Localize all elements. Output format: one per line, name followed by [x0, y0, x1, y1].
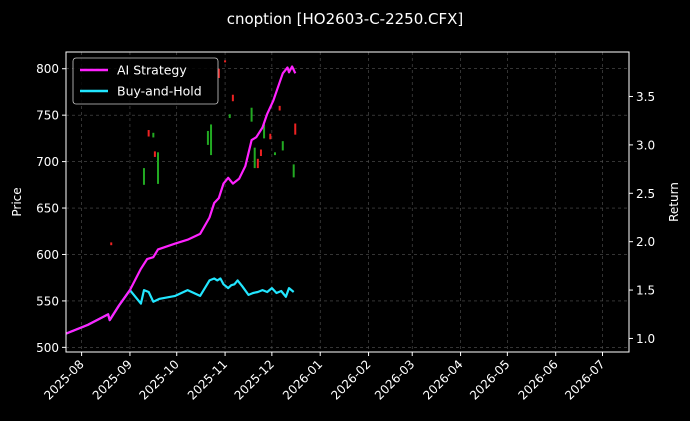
candle	[263, 124, 266, 139]
line-layer	[65, 65, 297, 335]
left-tick-label: 800	[36, 62, 59, 76]
candle	[110, 242, 113, 246]
left-axis-label: Price	[10, 187, 24, 216]
plot-area	[65, 51, 630, 353]
candle	[250, 107, 253, 122]
candle	[152, 132, 155, 138]
plot-frame	[65, 51, 630, 353]
candle	[231, 94, 234, 102]
right-tick-label: 1.0	[636, 332, 655, 346]
candle	[142, 168, 145, 185]
candle	[278, 105, 281, 111]
candle	[206, 130, 209, 145]
right-tick-label: 3.5	[636, 90, 655, 104]
candle	[157, 152, 160, 184]
candle	[259, 149, 262, 157]
right-axis-label: Return	[667, 182, 681, 222]
candle	[210, 124, 213, 156]
legend-label-bh: Buy-and-Hold	[117, 84, 202, 99]
candle	[292, 164, 295, 178]
candle	[147, 130, 150, 137]
right-tick-label: 3.0	[636, 138, 655, 152]
candle	[273, 152, 276, 156]
left-axis: 500 550 600 650 700 750 800	[36, 62, 66, 355]
legend: AI Strategy Buy-and-Hold	[72, 57, 219, 105]
left-tick-label: 750	[36, 109, 59, 123]
legend-label-ai: AI Strategy	[117, 63, 187, 78]
candle	[269, 133, 272, 140]
candle	[281, 141, 284, 151]
right-axis: 1.0 1.5 2.0 2.5 3.0 3.5	[629, 90, 655, 346]
legend-box	[72, 57, 219, 105]
candle	[153, 151, 156, 157]
right-tick-label: 1.5	[636, 284, 655, 298]
candle	[294, 123, 297, 135]
left-tick-label: 500	[36, 341, 59, 355]
right-tick-label: 2.5	[636, 187, 655, 201]
right-tick-label: 2.0	[636, 235, 655, 249]
left-tick-label: 700	[36, 155, 59, 169]
candle	[217, 68, 220, 79]
left-tick-label: 550	[36, 294, 59, 308]
candle	[228, 114, 231, 118]
ai-strategy-line	[65, 65, 297, 335]
candle	[224, 60, 227, 63]
chart-title: cnoption [HO2603-C-2250.CFX]	[227, 10, 464, 28]
candle	[256, 158, 259, 169]
candle-layer	[110, 60, 297, 246]
buy-and-hold-line	[65, 277, 295, 335]
left-tick-label: 650	[36, 202, 59, 216]
left-tick-label: 600	[36, 248, 59, 262]
candle	[253, 147, 256, 169]
